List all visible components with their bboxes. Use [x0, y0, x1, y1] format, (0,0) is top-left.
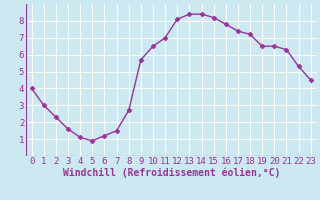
X-axis label: Windchill (Refroidissement éolien,°C): Windchill (Refroidissement éolien,°C) [62, 168, 280, 178]
